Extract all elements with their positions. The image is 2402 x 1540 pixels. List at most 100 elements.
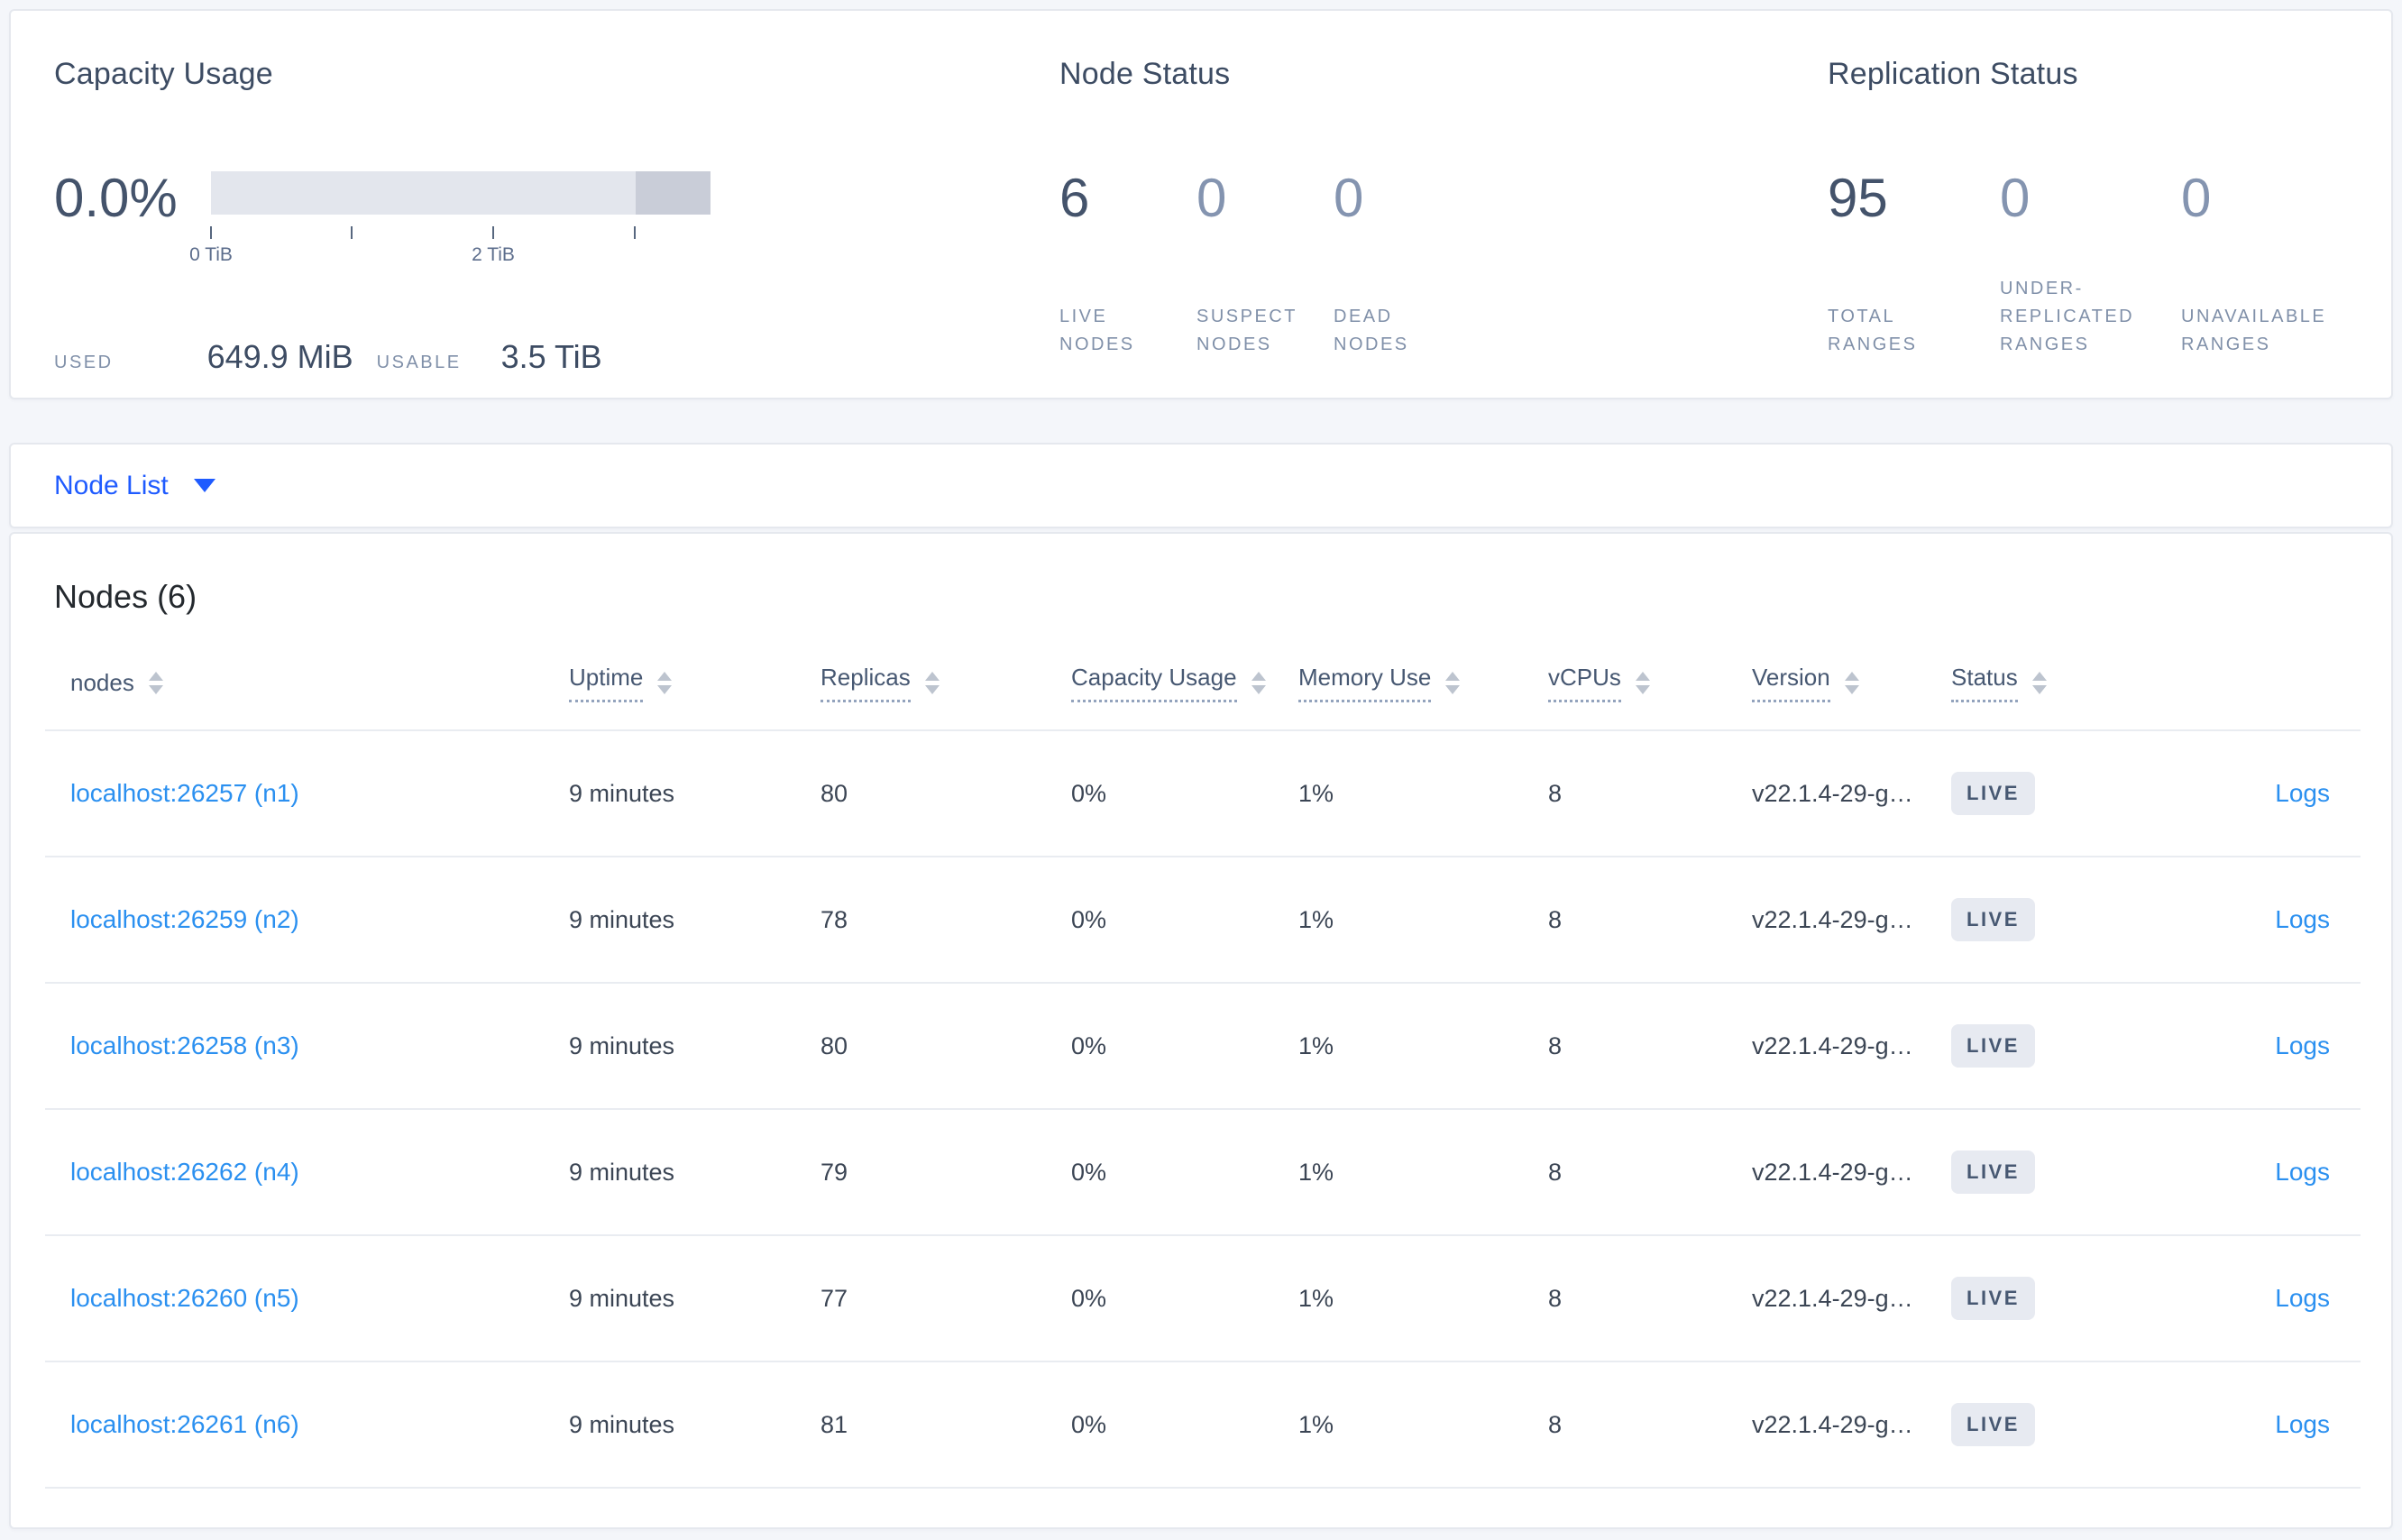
uptime-cell: 9 minutes <box>569 1109 821 1236</box>
column-header-nodes[interactable]: nodes <box>45 633 569 731</box>
replicas-cell: 80 <box>821 983 1071 1110</box>
view-selector-bar: Node List <box>9 443 2393 528</box>
total-ranges-label: TOTAL RANGES <box>1828 307 1918 354</box>
status-badge: LIVE <box>1951 1150 2035 1194</box>
suspect-nodes-label: SUSPECT NODES <box>1196 307 1297 354</box>
capacity-usage-section: Capacity Usage 0.0% 0 TiB 2 TiB <box>54 56 1059 398</box>
usable-label: USABLE <box>376 353 462 372</box>
capacity-usage-title: Capacity Usage <box>54 57 273 91</box>
sort-icon[interactable] <box>1445 672 1461 694</box>
capacity-usage-cell: 0% <box>1071 730 1298 857</box>
version-cell: v22.1.4-29-g… <box>1752 983 1951 1110</box>
version-cell: v22.1.4-29-g… <box>1752 1235 1951 1362</box>
replicas-cell: 77 <box>821 1235 1071 1362</box>
nodes-table: nodes Uptime Replicas Capacity Usage <box>45 633 2361 1489</box>
live-nodes-label: LIVE NODES <box>1059 307 1135 354</box>
sort-icon[interactable] <box>1251 672 1266 694</box>
dead-nodes-label: DEAD NODES <box>1334 307 1409 354</box>
version-cell: v22.1.4-29-g… <box>1752 730 1951 857</box>
capacity-bar <box>211 171 711 215</box>
node-link[interactable]: localhost:26261 (n6) <box>70 1410 299 1438</box>
node-link[interactable]: localhost:26257 (n1) <box>70 779 299 807</box>
column-header-capacity-usage[interactable]: Capacity Usage <box>1071 633 1298 731</box>
capacity-usage-cell: 0% <box>1071 1235 1298 1362</box>
logs-link[interactable]: Logs <box>2275 1158 2330 1186</box>
node-list-dropdown[interactable]: Node List <box>54 471 215 501</box>
logs-link[interactable]: Logs <box>2275 779 2330 807</box>
column-header-version[interactable]: Version <box>1752 633 1951 731</box>
node-row: localhost:26261 (n6) 9 minutes 81 0% 1% … <box>45 1361 2361 1489</box>
status-badge: LIVE <box>1951 772 2035 815</box>
version-cell: v22.1.4-29-g… <box>1752 1361 1951 1489</box>
node-row: localhost:26262 (n4) 9 minutes 79 0% 1% … <box>45 1109 2361 1236</box>
total-ranges-count: 95 <box>1828 168 1888 228</box>
suspect-nodes-count: 0 <box>1196 168 1227 228</box>
replicas-cell: 79 <box>821 1109 1071 1236</box>
status-badge: LIVE <box>1951 898 2035 941</box>
nodes-table-panel: Nodes (6) nodes Uptime <box>9 532 2393 1529</box>
version-cell: v22.1.4-29-g… <box>1752 1109 1951 1236</box>
vcpus-cell: 8 <box>1548 983 1752 1110</box>
vcpus-cell: 8 <box>1548 1109 1752 1236</box>
uptime-cell: 9 minutes <box>569 1361 821 1489</box>
sort-icon[interactable] <box>148 672 163 694</box>
sort-icon[interactable] <box>924 672 940 694</box>
logs-link[interactable]: Logs <box>2275 1031 2330 1059</box>
version-cell: v22.1.4-29-g… <box>1752 857 1951 984</box>
replication-status-section: Replication Status 95 0 0 TOTAL RANGES U… <box>1828 56 2348 398</box>
node-link[interactable]: localhost:26259 (n2) <box>70 905 299 933</box>
memory-use-cell: 1% <box>1298 857 1548 984</box>
uptime-cell: 9 minutes <box>569 857 821 984</box>
node-list-dropdown-label: Node List <box>54 470 169 500</box>
nodes-table-heading: Nodes (6) <box>54 578 197 615</box>
memory-use-cell: 1% <box>1298 1361 1548 1489</box>
column-header-memory-use[interactable]: Memory Use <box>1298 633 1548 731</box>
axis-tick <box>351 226 353 239</box>
sort-icon[interactable] <box>1844 672 1859 694</box>
replicas-cell: 78 <box>821 857 1071 984</box>
live-nodes-count: 6 <box>1059 168 1090 228</box>
unavailable-ranges-label: UNAVAILABLE RANGES <box>2181 307 2327 354</box>
capacity-axis-labels: 0 TiB 2 TiB <box>189 244 711 268</box>
vcpus-cell: 8 <box>1548 1235 1752 1362</box>
axis-label: 0 TiB <box>189 244 233 265</box>
logs-link[interactable]: Logs <box>2275 1410 2330 1438</box>
capacity-usage-cell: 0% <box>1071 857 1298 984</box>
capacity-used-percent: 0.0% <box>54 168 178 228</box>
memory-use-cell: 1% <box>1298 983 1548 1110</box>
node-link[interactable]: localhost:26262 (n4) <box>70 1158 299 1186</box>
sort-icon[interactable] <box>657 672 673 694</box>
sort-icon[interactable] <box>1635 672 1650 694</box>
replicas-cell: 80 <box>821 730 1071 857</box>
logs-link[interactable]: Logs <box>2275 1284 2330 1312</box>
node-link[interactable]: localhost:26258 (n3) <box>70 1031 299 1059</box>
axis-label: 2 TiB <box>472 244 515 265</box>
capacity-usage-bar-chart: 0 TiB 2 TiB <box>189 171 711 268</box>
uptime-cell: 9 minutes <box>569 1235 821 1362</box>
logs-link[interactable]: Logs <box>2275 905 2330 933</box>
node-link[interactable]: localhost:26260 (n5) <box>70 1284 299 1312</box>
used-value: 649.9 MiB <box>206 338 353 375</box>
status-badge: LIVE <box>1951 1277 2035 1320</box>
node-status-section: Node Status 6 0 0 LIVE NODES SUSPECT NOD… <box>1059 56 1828 398</box>
used-label: USED <box>54 353 114 372</box>
unavailable-ranges-count: 0 <box>2181 168 2212 228</box>
replication-status-title: Replication Status <box>1828 57 2078 91</box>
capacity-stats-row: USED 649.9 MiB USABLE 3.5 TiB <box>54 338 1059 376</box>
capacity-axis-ticks <box>210 226 711 239</box>
capacity-bar-reserved-segment <box>635 171 711 215</box>
sort-icon[interactable] <box>2031 672 2047 694</box>
table-header-row: nodes Uptime Replicas Capacity Usage <box>45 633 2361 731</box>
vcpus-cell: 8 <box>1548 1361 1752 1489</box>
node-status-title: Node Status <box>1059 57 1231 91</box>
column-header-uptime[interactable]: Uptime <box>569 633 821 731</box>
node-row: localhost:26260 (n5) 9 minutes 77 0% 1% … <box>45 1235 2361 1362</box>
node-row: localhost:26258 (n3) 9 minutes 80 0% 1% … <box>45 983 2361 1110</box>
axis-tick <box>210 226 212 239</box>
replicas-cell: 81 <box>821 1361 1071 1489</box>
node-row: localhost:26257 (n1) 9 minutes 80 0% 1% … <box>45 730 2361 857</box>
column-header-vcpus[interactable]: vCPUs <box>1548 633 1752 731</box>
column-header-status[interactable]: Status <box>1951 633 2184 731</box>
column-header-replicas[interactable]: Replicas <box>821 633 1071 731</box>
axis-tick <box>633 226 636 239</box>
